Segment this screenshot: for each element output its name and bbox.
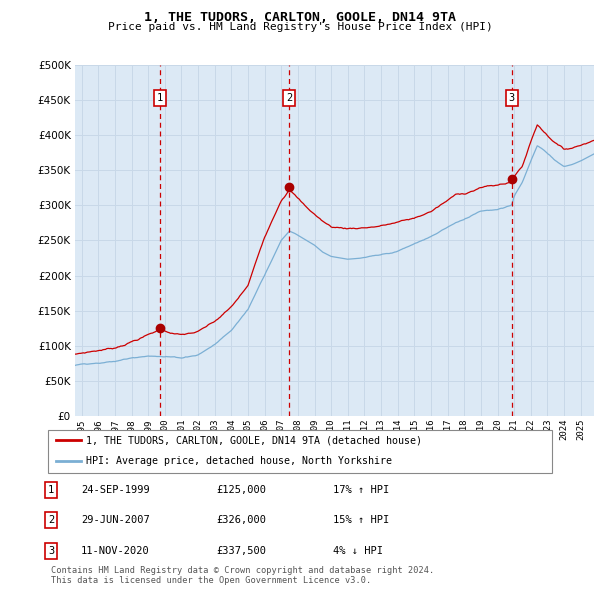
Text: 3: 3 [509, 93, 515, 103]
Text: 2: 2 [48, 516, 54, 525]
Text: 4% ↓ HPI: 4% ↓ HPI [333, 546, 383, 556]
Text: 1: 1 [157, 93, 163, 103]
Text: 1, THE TUDORS, CARLTON, GOOLE, DN14 9TA (detached house): 1, THE TUDORS, CARLTON, GOOLE, DN14 9TA … [86, 435, 422, 445]
Text: 11-NOV-2020: 11-NOV-2020 [81, 546, 150, 556]
Text: 1, THE TUDORS, CARLTON, GOOLE, DN14 9TA: 1, THE TUDORS, CARLTON, GOOLE, DN14 9TA [144, 11, 456, 24]
Text: 17% ↑ HPI: 17% ↑ HPI [333, 485, 389, 494]
Text: Contains HM Land Registry data © Crown copyright and database right 2024.
This d: Contains HM Land Registry data © Crown c… [51, 566, 434, 585]
Text: 15% ↑ HPI: 15% ↑ HPI [333, 516, 389, 525]
Text: Price paid vs. HM Land Registry's House Price Index (HPI): Price paid vs. HM Land Registry's House … [107, 22, 493, 32]
Text: 29-JUN-2007: 29-JUN-2007 [81, 516, 150, 525]
Text: £326,000: £326,000 [216, 516, 266, 525]
Text: 1: 1 [48, 485, 54, 494]
Text: 3: 3 [48, 546, 54, 556]
Text: £125,000: £125,000 [216, 485, 266, 494]
Text: HPI: Average price, detached house, North Yorkshire: HPI: Average price, detached house, Nort… [86, 455, 392, 466]
Text: 2: 2 [286, 93, 293, 103]
FancyBboxPatch shape [48, 430, 552, 473]
Text: 24-SEP-1999: 24-SEP-1999 [81, 485, 150, 494]
Text: £337,500: £337,500 [216, 546, 266, 556]
